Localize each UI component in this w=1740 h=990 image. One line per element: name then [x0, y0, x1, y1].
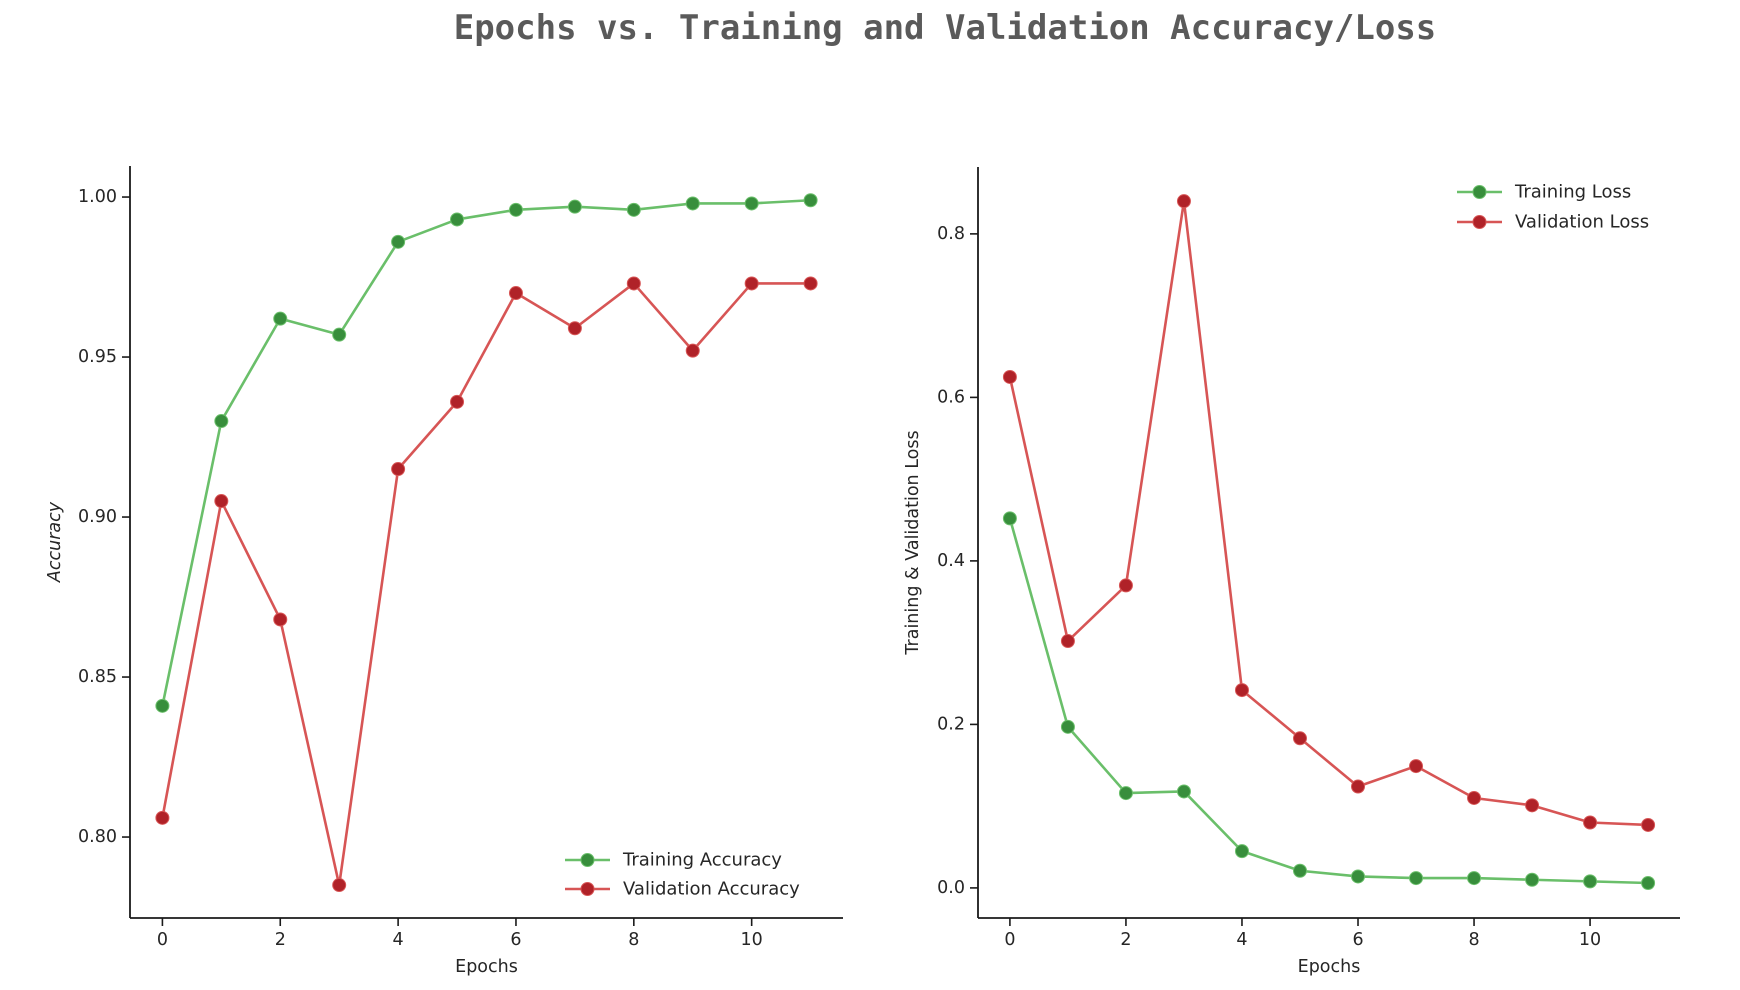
- x-tick-label: 8: [1468, 930, 1479, 950]
- data-point-training-accuracy: [567, 199, 582, 214]
- data-point-validation-loss: [1292, 731, 1307, 746]
- data-point-validation-accuracy: [214, 494, 229, 509]
- data-point-validation-accuracy: [626, 276, 641, 291]
- data-point-validation-accuracy: [450, 394, 465, 409]
- series-line-training-accuracy: [161, 198, 811, 707]
- legend-marker-training-loss: [1472, 185, 1487, 199]
- data-point-training-loss: [1467, 871, 1482, 886]
- x-tick-label: 2: [275, 930, 286, 950]
- data-point-validation-loss: [1060, 634, 1075, 649]
- data-point-training-loss: [1060, 719, 1075, 734]
- data-point-training-loss: [1118, 786, 1133, 801]
- data-point-training-accuracy: [332, 327, 347, 342]
- data-point-validation-accuracy: [155, 810, 170, 825]
- data-point-validation-loss: [1002, 369, 1017, 384]
- legend-marker-validation-accuracy: [580, 882, 595, 896]
- data-point-training-accuracy: [685, 196, 700, 211]
- legend-marker-validation-loss: [1472, 215, 1487, 229]
- data-point-validation-accuracy: [803, 276, 818, 291]
- data-point-training-loss: [1351, 869, 1366, 884]
- data-point-training-accuracy: [391, 234, 406, 249]
- legend-marker-training-accuracy: [580, 853, 595, 867]
- data-point-training-accuracy: [273, 311, 288, 326]
- data-point-training-loss: [1292, 863, 1307, 878]
- series-line-validation-accuracy: [161, 282, 811, 887]
- data-point-training-loss: [1176, 784, 1191, 799]
- y-axis-label: Training & Validation Loss: [903, 430, 923, 655]
- x-tick-label: 4: [393, 930, 404, 950]
- x-tick-label: 6: [1352, 930, 1363, 950]
- x-tick-label: 10: [1579, 930, 1601, 950]
- y-tick-label: 0.90: [78, 507, 117, 527]
- data-point-training-accuracy: [214, 414, 229, 429]
- data-point-validation-loss: [1641, 817, 1656, 832]
- data-point-validation-accuracy: [391, 462, 406, 477]
- y-tick-label: 0.8: [937, 224, 965, 244]
- data-point-validation-accuracy: [567, 321, 582, 336]
- x-axis-label: Epochs: [1298, 957, 1361, 977]
- legend-label-training-loss: Training Loss: [1514, 182, 1631, 203]
- subplot-accuracy: 0 2 4 6 8 10 1.00 0.95 0.90 0.85 0.80 Epochs Accurac…: [45, 166, 843, 977]
- y-axis-label: Accuracy: [45, 501, 65, 583]
- series-line-training-loss: [1008, 518, 1649, 885]
- data-point-training-accuracy: [626, 202, 641, 217]
- y-tick-label: 0.95: [78, 347, 117, 367]
- y-tick-label: 0.80: [78, 827, 117, 847]
- data-point-validation-accuracy: [332, 878, 347, 893]
- data-point-training-loss: [1525, 872, 1540, 887]
- x-tick-label: 8: [628, 930, 639, 950]
- data-point-training-loss: [1409, 871, 1424, 886]
- y-tick-label: 0.4: [937, 551, 965, 571]
- data-point-training-loss: [1583, 874, 1598, 889]
- x-tick-label: 6: [510, 930, 521, 950]
- data-point-training-accuracy: [744, 196, 759, 211]
- data-point-training-loss: [1002, 511, 1017, 526]
- data-point-validation-loss: [1525, 798, 1540, 813]
- data-point-training-loss: [1641, 876, 1656, 891]
- series-line-validation-loss: [1008, 199, 1649, 827]
- subplot-loss: 0 2 4 6 8 10 0.8 0.6 0.4 0.2 0.0 Epochs Training & V…: [903, 167, 1680, 977]
- data-point-training-loss: [1234, 844, 1249, 859]
- legend-label-training-accuracy: Training Accuracy: [622, 850, 782, 871]
- data-point-validation-loss: [1409, 759, 1424, 774]
- x-tick-label: 0: [157, 930, 168, 950]
- data-point-training-accuracy: [508, 202, 523, 217]
- data-point-validation-loss: [1234, 683, 1249, 698]
- data-point-validation-loss: [1351, 779, 1366, 794]
- data-point-validation-loss: [1583, 815, 1598, 830]
- data-point-training-accuracy: [803, 193, 818, 208]
- x-tick-label: 2: [1120, 930, 1131, 950]
- y-tick-label: 0.0: [937, 878, 965, 898]
- data-point-training-accuracy: [450, 212, 465, 227]
- x-tick-label: 0: [1004, 930, 1015, 950]
- y-tick-label: 1.00: [78, 187, 117, 207]
- data-point-validation-loss: [1176, 194, 1191, 209]
- x-axis-label: Epochs: [455, 957, 518, 977]
- data-point-validation-loss: [1467, 790, 1482, 805]
- chart-title: Epochs vs. Training and Validation Accur…: [453, 8, 1437, 48]
- x-tick-label: 4: [1236, 930, 1247, 950]
- data-point-validation-accuracy: [508, 286, 523, 301]
- data-point-training-accuracy: [155, 698, 170, 713]
- data-point-validation-accuracy: [273, 612, 288, 627]
- y-tick-label: 0.85: [78, 667, 117, 687]
- legend-label-validation-accuracy: Validation Accuracy: [623, 879, 800, 900]
- data-point-validation-accuracy: [685, 343, 700, 358]
- legend-label-validation-loss: Validation Loss: [1515, 212, 1649, 233]
- data-point-validation-loss: [1118, 578, 1133, 593]
- y-tick-label: 0.6: [937, 387, 965, 407]
- y-tick-label: 0.2: [937, 714, 965, 734]
- data-point-validation-accuracy: [744, 276, 759, 291]
- x-tick-label: 10: [741, 930, 763, 950]
